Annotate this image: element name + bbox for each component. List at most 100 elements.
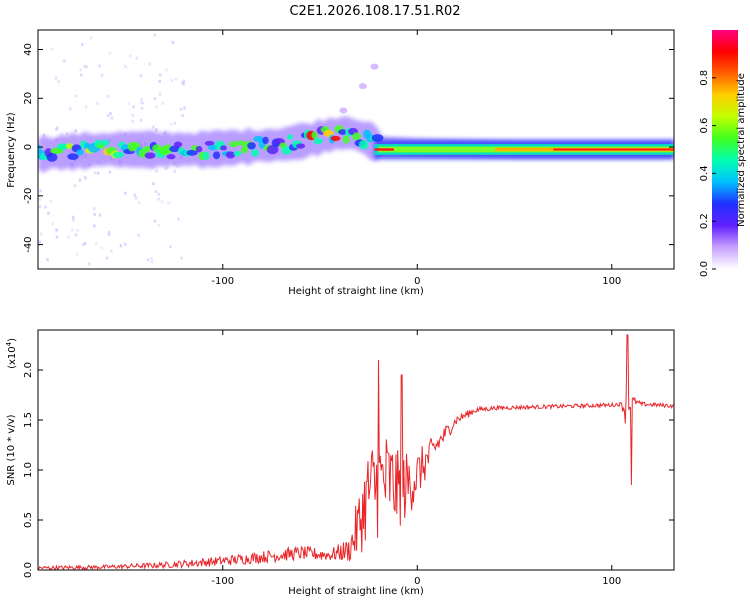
spectral-speckle	[182, 79, 186, 83]
spectral-speckle	[110, 249, 113, 253]
spectral-speckle	[137, 201, 141, 205]
spectral-speckle	[129, 54, 132, 58]
spectral-speckle	[148, 62, 151, 66]
snr-x-label: Height of straight line (km)	[288, 586, 424, 597]
spectral-speckle	[67, 235, 70, 239]
spectral-speckle	[146, 258, 150, 262]
band-peak	[553, 148, 674, 151]
spectral-speckle	[98, 213, 102, 217]
spectral-speckle	[55, 235, 59, 239]
spectral-speckle	[93, 213, 96, 217]
y-tick-label: 0.0	[23, 562, 34, 578]
spectral-speckle	[69, 107, 72, 111]
spectral-speckle	[139, 101, 143, 105]
spectral-speckle	[83, 242, 87, 246]
spectral-speckle	[83, 175, 87, 179]
x-tick-label: 100	[602, 576, 621, 587]
spectral-speckle	[167, 201, 170, 205]
spectral-speckle	[132, 105, 135, 109]
snr-y-ticks: 0.0 0.5 1.0 1.5 2.0	[23, 362, 674, 578]
spectral-blob	[162, 144, 173, 154]
spectral-speckle	[131, 119, 134, 123]
spectral-speckle	[55, 128, 58, 132]
scale-exponent: 4	[5, 341, 13, 346]
spectral-blob	[67, 153, 79, 160]
spectral-blob	[65, 143, 74, 149]
spectral-speckle	[63, 59, 66, 63]
spectral-speckle	[54, 76, 58, 80]
spectral-speckle	[93, 224, 96, 228]
spectral-speckle	[74, 94, 78, 98]
colorbar-tick-label: 0.2	[699, 213, 710, 229]
colorbar-tick-label: 0.8	[699, 70, 710, 86]
colorbar-tick-label: 0.6	[699, 118, 710, 134]
spectral-speckle	[96, 102, 99, 106]
spectrogram-y-label: Frequency (Hz)	[6, 112, 17, 188]
spectral-speckle	[89, 36, 93, 40]
spectrogram-y-ticks: -40 -20 0 20 40	[23, 43, 674, 253]
spectral-blob	[142, 145, 151, 153]
y-tick-label: 0	[23, 144, 34, 150]
spectral-speckle	[135, 56, 139, 60]
spectral-speckle	[171, 40, 175, 44]
y-tick-label: 20	[23, 92, 34, 105]
spectral-speckle	[170, 122, 173, 126]
spectral-blob	[166, 154, 176, 160]
spectral-speckle	[65, 132, 69, 136]
spectral-speckle	[38, 197, 42, 201]
spectral-speckle	[141, 101, 145, 105]
spectral-tail	[358, 83, 367, 90]
spectral-speckle	[157, 192, 160, 196]
spectral-blob	[99, 139, 110, 146]
spectral-speckle	[51, 222, 54, 226]
spectral-speckle	[173, 169, 176, 173]
spectral-speckle	[50, 47, 54, 51]
spectral-speckle	[84, 105, 88, 109]
colorbar-scale	[712, 30, 738, 269]
spectral-speckle	[74, 233, 78, 237]
spectral-speckle	[160, 200, 164, 204]
x-tick-label: -100	[211, 576, 234, 587]
spectral-speckle	[80, 73, 83, 77]
x-tick-label: 0	[414, 576, 420, 587]
spectral-speckle	[38, 205, 42, 209]
spectral-speckle	[139, 118, 143, 122]
spectral-speckle	[124, 64, 127, 68]
spectral-speckle	[56, 126, 59, 130]
snr-scale-note: (x104)	[5, 338, 18, 369]
spectral-speckle	[140, 97, 143, 101]
spectral-speckle	[127, 102, 130, 106]
spectral-blob	[338, 129, 348, 135]
spectral-blob	[220, 145, 227, 151]
spectral-speckle	[173, 121, 177, 125]
scale-prefix: (x10	[7, 346, 18, 369]
spectral-speckle	[183, 106, 186, 110]
spectral-speckle	[161, 101, 164, 105]
spectral-speckle	[81, 242, 85, 246]
spectral-speckle	[107, 232, 111, 236]
spectral-speckle	[85, 65, 88, 69]
spectral-speckle	[76, 252, 79, 256]
spectral-blob	[173, 141, 183, 148]
spectral-speckle	[155, 169, 158, 173]
spectral-blob	[311, 131, 318, 139]
spectral-speckle	[92, 207, 96, 211]
svg-text:(x104): (x104)	[5, 338, 18, 369]
spectral-speckle	[106, 94, 110, 98]
spectrogram-panel: -100 0 100 -40 -20 0 20 40 Height of straight …	[6, 29, 675, 297]
spectral-tail	[339, 107, 348, 114]
spectrogram-heatmap	[38, 33, 674, 266]
spectral-speckle	[150, 257, 153, 261]
spectral-speckle	[105, 256, 109, 260]
y-tick-label: 0.5	[23, 512, 34, 528]
spectral-blob	[296, 143, 306, 149]
y-tick-label: -40	[23, 236, 34, 252]
spectral-speckle	[180, 256, 183, 260]
spectral-speckle	[152, 182, 155, 186]
snr-plot-area	[38, 334, 674, 570]
spectral-speckle	[88, 262, 91, 266]
spectral-speckle	[78, 178, 82, 182]
spectral-speckle	[174, 77, 178, 81]
spectral-tail	[370, 63, 379, 70]
spectrogram-frame	[37, 29, 675, 270]
